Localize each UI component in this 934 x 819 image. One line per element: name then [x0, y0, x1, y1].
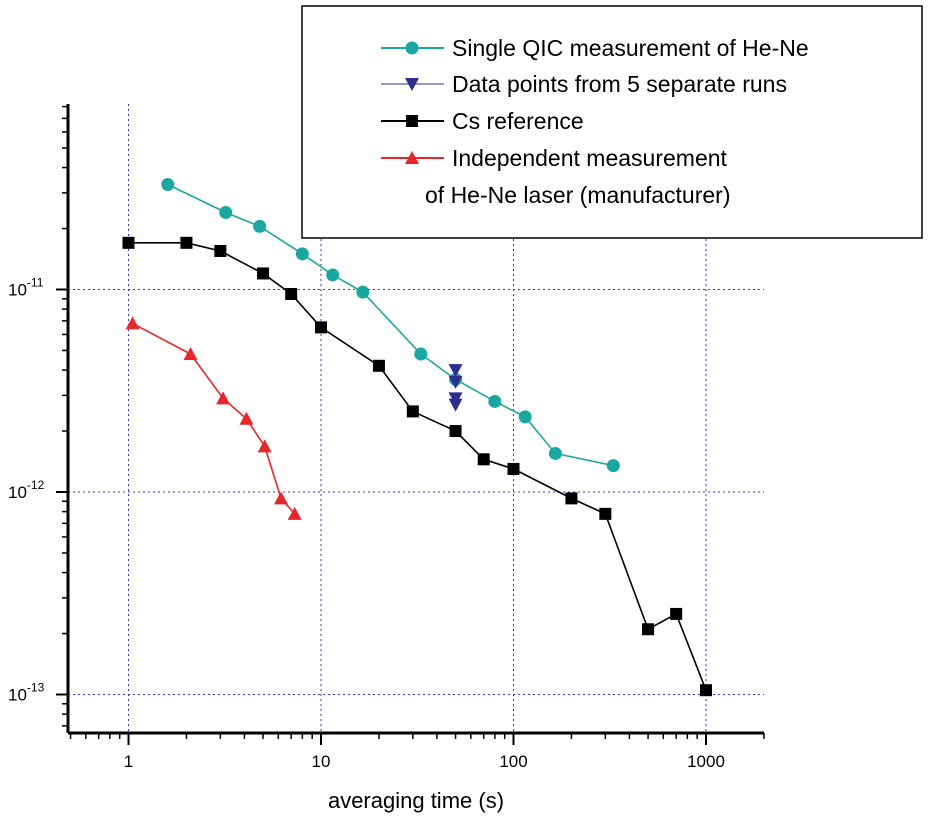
data-point: [326, 268, 340, 282]
data-point: [257, 267, 270, 280]
data-point: [239, 411, 254, 425]
legend-item-independent-measurement: Independent measurement: [381, 145, 728, 171]
data-point: [274, 491, 289, 505]
y-tick-label--13: 10-13: [8, 681, 45, 705]
legend-label: Data points from 5 separate runs: [452, 71, 787, 97]
data-point: [214, 244, 227, 257]
data-point: [122, 236, 135, 249]
series-line: [128, 242, 707, 691]
legend-marker: [405, 151, 419, 164]
data-point: [183, 347, 198, 361]
x-axis-title: averaging time (s): [328, 788, 504, 813]
data-point: [507, 462, 520, 475]
legend-marker: [405, 78, 419, 91]
series-cs-reference: [122, 236, 712, 697]
data-point: [565, 492, 578, 505]
data-point: [125, 316, 140, 330]
data-point: [287, 506, 302, 520]
data-point: [216, 391, 231, 405]
ticks: [56, 105, 765, 745]
series-independent-measurement: [125, 316, 302, 520]
data-point: [180, 236, 193, 249]
data-point: [488, 394, 502, 408]
x-tick-label-1: 1: [124, 752, 133, 771]
data-point: [548, 446, 562, 460]
tick-labels: 1 10 100 1000 10-11 10-12 10-13: [8, 276, 725, 772]
data-point: [315, 321, 327, 334]
data-point: [477, 453, 490, 466]
legend-marker: [405, 41, 419, 55]
legend-label: Independent measurement: [452, 145, 728, 171]
x-tick-label-1000: 1000: [687, 752, 725, 771]
x-tick-label-10: 10: [312, 752, 331, 771]
legend-item-cs-reference: Cs reference: [381, 108, 584, 134]
data-point: [414, 347, 428, 361]
data-point: [518, 410, 532, 424]
series-layer: [122, 178, 712, 697]
x-tick-label-100: 100: [499, 752, 527, 771]
y-tick-label--11: 10-11: [8, 276, 44, 300]
legend-label: Cs reference: [452, 108, 584, 134]
legend-label-continued: of He-Ne laser (manufacturer): [425, 182, 731, 208]
data-point: [295, 247, 309, 261]
data-point: [700, 684, 712, 697]
legend: Single QIC measurement of He-Ne Data poin…: [301, 5, 923, 239]
data-point: [253, 219, 267, 233]
data-point: [448, 364, 463, 378]
data-point: [219, 206, 233, 220]
data-point: [670, 607, 683, 620]
grid-lines: [68, 104, 764, 733]
data-point: [356, 285, 370, 299]
data-point: [606, 459, 620, 473]
legend-marker: [406, 115, 418, 127]
series-line: [132, 322, 296, 515]
data-point: [642, 623, 655, 636]
legend-item-single-qic-measurement-of-he-ne: Single QIC measurement of He-Ne: [381, 35, 809, 61]
legend-label: Single QIC measurement of He-Ne: [452, 35, 809, 61]
data-point: [285, 288, 298, 301]
series-single-qic-measurement-of-he-ne: [161, 178, 620, 473]
data-point: [257, 439, 272, 453]
legend-item-data-points-from-5-separate-runs: Data points from 5 separate runs: [381, 71, 787, 97]
data-point: [449, 425, 462, 438]
data-point: [599, 507, 612, 520]
y-tick-label--12: 10-12: [8, 478, 45, 502]
data-point: [406, 405, 419, 418]
data-point: [372, 359, 385, 372]
series-data-points-from-5-separate-runs: [448, 364, 463, 412]
data-point: [448, 375, 463, 389]
data-point: [448, 398, 463, 412]
data-point: [161, 178, 175, 192]
